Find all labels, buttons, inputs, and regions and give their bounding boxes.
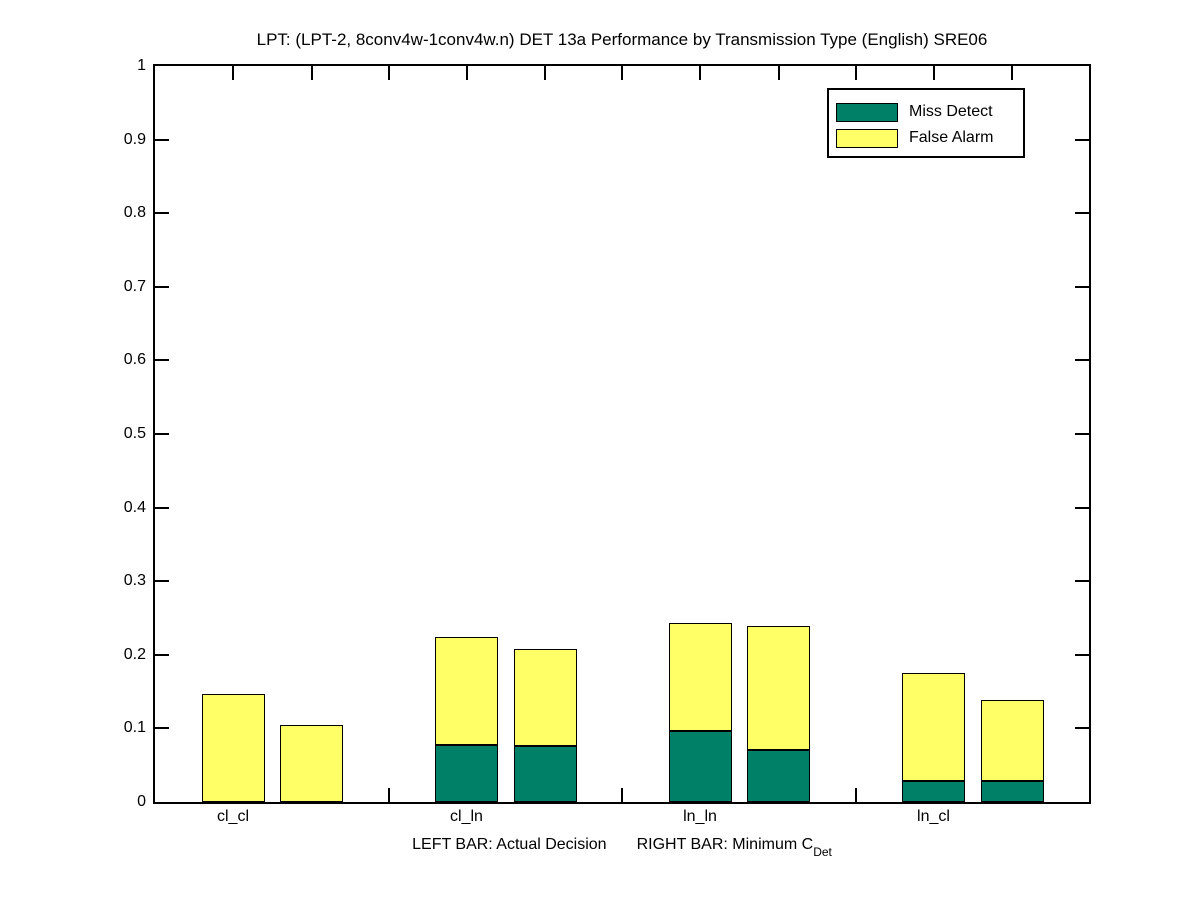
bar-segment-false-alarm [435, 637, 498, 746]
y-tick-label: 0.5 [123, 425, 146, 442]
bar-segment-miss-detect [668, 730, 732, 802]
x-axis-labels: cl_cl cl_ln ln_ln ln_cl [0, 808, 1201, 830]
bar-segment-false-alarm [980, 700, 1044, 781]
y-tick-left [155, 212, 169, 215]
y-tick-label: 0.3 [123, 572, 146, 590]
bar-segment-false-alarm [668, 623, 732, 731]
y-tick-right [1075, 653, 1089, 656]
x-category-label: cl_cl [216, 808, 250, 825]
x-axis-title-left: LEFT BAR: Actual Decision [412, 836, 607, 853]
x-tick-top [854, 66, 857, 80]
y-tick-left [155, 138, 169, 141]
legend-label: Miss Detect [909, 103, 993, 120]
x-axis-title: LEFT BAR: Actual Decision RIGHT BAR: Mini… [155, 836, 1089, 859]
x-axis-title-right: RIGHT BAR: Minimum C [636, 836, 814, 853]
y-tick-left [155, 506, 169, 509]
bar-segment-miss-detect [435, 745, 498, 802]
x-tick-top [544, 66, 546, 80]
y-tick-label: 0.9 [123, 130, 146, 148]
y-tick-left [155, 580, 169, 583]
x-tick-top [777, 66, 780, 80]
legend-swatch [836, 102, 898, 122]
y-tick-label: 0.8 [123, 204, 146, 222]
y-tick-left [155, 653, 169, 656]
y-tick-label: 0.6 [123, 351, 146, 369]
legend: Miss Detect False Alarm [827, 88, 1025, 158]
y-tick-left [155, 433, 169, 435]
x-tick-top [932, 66, 935, 80]
chart-title: LPT: (LPT-2, 8conv4w-1conv4w.n) DET 13a … [256, 30, 988, 49]
y-tick-label: 0.4 [123, 498, 146, 516]
x-tick-top [1011, 66, 1013, 80]
y-tick-left [155, 727, 169, 730]
bar-segment-false-alarm [513, 648, 577, 747]
legend-item-false-alarm: False Alarm [829, 125, 1023, 151]
x-tick-top [387, 66, 390, 80]
x-category-label: ln_ln [683, 808, 717, 825]
y-tick-right [1075, 212, 1089, 215]
y-tick-right [1075, 359, 1089, 362]
y-tick-right [1075, 506, 1089, 509]
y-axis-labels: 0 0.1 0.2 0.3 0.4 0.5 0.6 0.7 0.8 0.9 1 [0, 57, 146, 810]
bar-segment-false-alarm [280, 724, 343, 802]
legend-item-miss-detect: Miss Detect [829, 99, 1023, 125]
y-tick-label: 1 [137, 57, 146, 74]
legend-label: False Alarm [909, 129, 994, 146]
bar-segment-false-alarm [201, 693, 265, 802]
y-tick-right [1075, 580, 1089, 583]
bar-segment-miss-detect [747, 750, 810, 802]
y-tick-left [155, 359, 169, 362]
bar-segment-false-alarm [747, 626, 810, 751]
y-tick-label: 0.1 [123, 719, 146, 737]
plot-area: Miss Detect False Alarm [153, 64, 1091, 804]
x-axis-title-subscript: Det [813, 845, 832, 859]
y-tick-right [1075, 285, 1089, 288]
x-tick-top [621, 66, 623, 80]
x-tick-bottom [854, 788, 857, 802]
x-tick-top [465, 66, 468, 80]
bar-segment-miss-detect [902, 780, 965, 802]
y-tick-label: 0 [137, 793, 146, 810]
x-tick-top [232, 66, 234, 80]
bar-segment-miss-detect [980, 780, 1044, 802]
x-tick-top [699, 66, 701, 80]
y-tick-right [1075, 727, 1089, 730]
y-tick-right [1075, 138, 1089, 141]
x-category-label: cl_ln [450, 808, 483, 825]
x-tick-top [310, 66, 313, 80]
x-tick-bottom [621, 788, 623, 802]
bar-segment-miss-detect [513, 746, 577, 802]
x-tick-bottom [387, 788, 390, 802]
x-category-label: ln_cl [917, 808, 950, 825]
y-tick-label: 0.7 [123, 277, 146, 295]
y-tick-left [155, 285, 169, 288]
bar-segment-false-alarm [902, 673, 965, 781]
y-tick-label: 0.2 [123, 645, 146, 663]
legend-swatch [836, 128, 898, 148]
y-tick-right [1075, 433, 1089, 435]
